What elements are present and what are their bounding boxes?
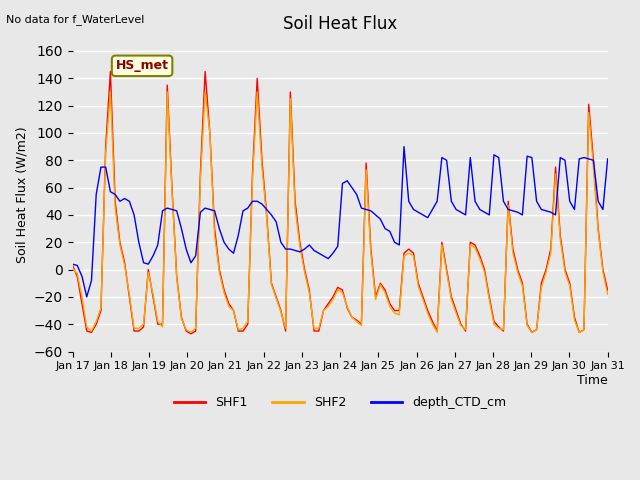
SHF1 xyxy=(485,294,493,300)
SHF2 xyxy=(287,96,294,102)
SHF2 xyxy=(230,308,237,313)
Legend: SHF1, SHF2, depth_CTD_cm: SHF1, SHF2, depth_CTD_cm xyxy=(169,391,511,414)
depth_CTD_cm xyxy=(282,246,289,252)
SHF1 xyxy=(604,287,611,293)
Line: SHF1: SHF1 xyxy=(72,72,607,334)
Text: HS_met: HS_met xyxy=(116,60,168,72)
depth_CTD_cm xyxy=(225,246,232,252)
SHF1 xyxy=(287,89,294,95)
SHF2 xyxy=(68,265,76,271)
SHF1 xyxy=(107,69,115,74)
depth_CTD_cm xyxy=(400,144,408,149)
Text: No data for f_WaterLevel: No data for f_WaterLevel xyxy=(6,14,145,25)
SHF2 xyxy=(225,303,232,309)
Line: SHF2: SHF2 xyxy=(72,92,607,333)
depth_CTD_cm xyxy=(220,240,228,245)
SHF1 xyxy=(187,331,195,336)
SHF1 xyxy=(225,301,232,307)
depth_CTD_cm xyxy=(83,294,91,300)
Title: Soil Heat Flux: Soil Heat Flux xyxy=(283,15,397,33)
SHF1 xyxy=(230,308,237,313)
SHF2 xyxy=(135,325,143,331)
SHF1 xyxy=(135,328,143,334)
X-axis label: Time: Time xyxy=(577,373,607,386)
SHF2 xyxy=(604,291,611,297)
SHF2 xyxy=(187,330,195,336)
SHF1 xyxy=(68,263,76,268)
depth_CTD_cm xyxy=(135,240,143,245)
depth_CTD_cm xyxy=(604,156,611,162)
SHF2 xyxy=(424,311,431,316)
Line: depth_CTD_cm: depth_CTD_cm xyxy=(72,146,607,297)
depth_CTD_cm xyxy=(485,212,493,218)
SHF2 xyxy=(485,297,493,302)
SHF1 xyxy=(424,308,431,313)
depth_CTD_cm xyxy=(424,215,431,220)
SHF2 xyxy=(107,89,115,95)
depth_CTD_cm xyxy=(68,261,76,267)
Y-axis label: Soil Heat Flux (W/m2): Soil Heat Flux (W/m2) xyxy=(15,126,28,263)
